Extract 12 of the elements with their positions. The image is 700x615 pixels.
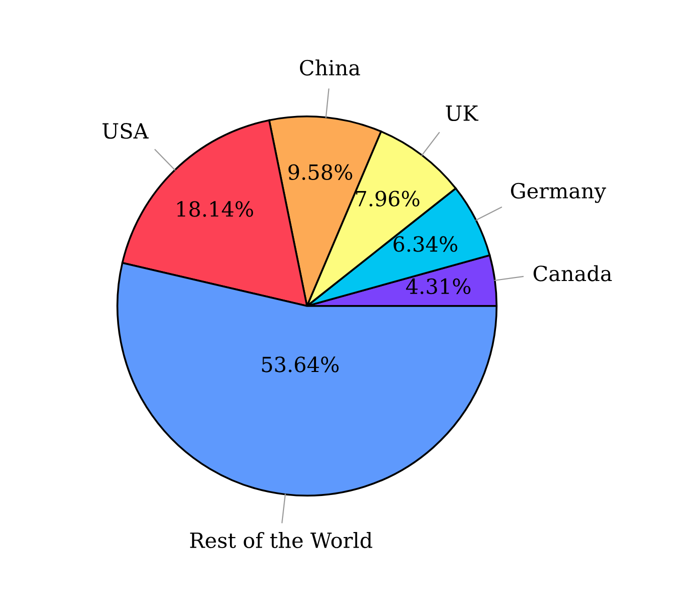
- slice-label: Canada: [534, 265, 612, 282]
- slice-label: Rest of the World: [190, 532, 372, 548]
- slice-label: UK: [446, 106, 478, 122]
- data-label: 7.96%: [356, 190, 420, 206]
- data-label: 6.34%: [394, 236, 458, 252]
- data-label: 53.64%: [262, 356, 339, 372]
- slice-label: Germany: [511, 182, 606, 203]
- data-label: 18.14%: [177, 201, 254, 217]
- data-label: 9.58%: [288, 164, 352, 180]
- slice-label: China: [300, 59, 360, 76]
- data-label: 4.31%: [406, 278, 470, 294]
- slice-label: USA: [102, 123, 149, 139]
